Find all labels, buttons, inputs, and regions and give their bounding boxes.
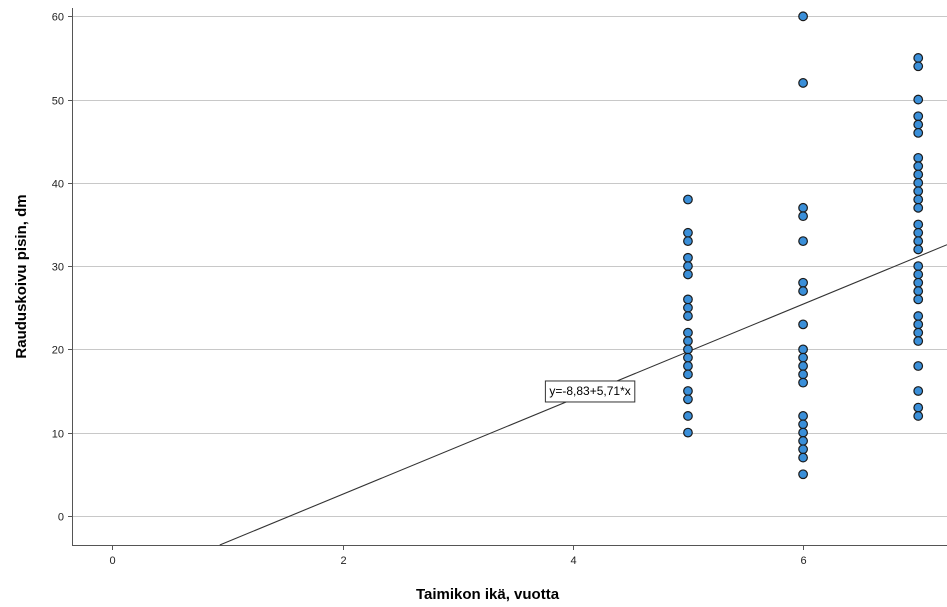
data-point	[913, 227, 924, 238]
data-point	[683, 361, 693, 371]
data-point	[798, 369, 808, 380]
data-point	[913, 177, 924, 188]
data-point	[798, 427, 808, 438]
data-point	[913, 294, 924, 305]
y-tick-label: 0	[58, 512, 64, 524]
data-point	[913, 361, 924, 371]
equation-label-group: y=-8,83+5,71*x	[544, 380, 636, 403]
data-point	[798, 411, 808, 421]
data-point	[683, 269, 693, 280]
data-point	[913, 111, 924, 122]
data-point	[683, 411, 693, 421]
data-point	[798, 377, 808, 388]
data-point	[913, 94, 924, 105]
data-point	[913, 244, 924, 255]
data-point	[798, 419, 808, 430]
data-point	[683, 194, 693, 205]
data-point	[913, 186, 924, 197]
data-point	[798, 236, 808, 247]
equation-label: y=-8,83+5,71*x	[549, 384, 630, 398]
data-point	[913, 169, 924, 180]
x-tick-labels: 0 2 4 6	[109, 555, 806, 567]
data-point	[798, 286, 808, 296]
data-point	[683, 427, 693, 438]
data-point	[913, 127, 924, 138]
equation-box	[544, 380, 636, 403]
data-point	[683, 336, 693, 346]
data-point	[913, 152, 924, 163]
axes	[68, 8, 947, 550]
data-point	[798, 202, 808, 213]
data-point	[913, 269, 924, 280]
data-point	[798, 319, 808, 330]
data-point	[798, 361, 808, 371]
data-point	[798, 452, 808, 463]
data-point	[913, 411, 924, 421]
y-tick-label: 30	[52, 262, 64, 274]
data-point	[913, 319, 924, 330]
y-tick-label: 60	[52, 12, 64, 24]
data-point	[798, 11, 808, 22]
data-point	[683, 311, 693, 321]
data-point	[798, 352, 808, 363]
data-point	[913, 161, 924, 172]
x-axis-title: Taimikon ikä, vuotta	[416, 586, 560, 603]
y-tick-labels: 0 10 20 30 40 50 60	[52, 12, 64, 524]
data-point	[798, 436, 808, 446]
data-point	[798, 344, 808, 355]
data-point	[683, 294, 693, 305]
data-point	[798, 469, 808, 480]
data-point	[913, 286, 924, 296]
data-point	[913, 61, 924, 72]
x-tick-label: 0	[109, 555, 115, 567]
y-tick-label: 20	[52, 345, 64, 357]
data-point	[913, 119, 924, 130]
data-point	[913, 336, 924, 346]
data-point	[798, 277, 808, 288]
data-point	[683, 352, 693, 363]
y-tick-label: 10	[52, 429, 64, 441]
data-point	[683, 261, 693, 271]
data-point	[913, 202, 924, 213]
x-tick-label: 6	[800, 555, 806, 567]
data-point	[683, 327, 693, 338]
data-point	[913, 261, 924, 271]
y-tick-label: 50	[52, 96, 64, 108]
grid-lines	[72, 16, 947, 517]
data-point	[683, 386, 693, 396]
data-point	[683, 369, 693, 380]
data-point	[913, 386, 924, 396]
x-tick-label: 4	[570, 555, 576, 567]
data-point	[798, 211, 808, 222]
data-point	[683, 227, 693, 238]
data-point	[913, 219, 924, 230]
data-points	[683, 11, 924, 480]
y-axis-title: Rauduskoivu pisin, dm	[13, 194, 30, 358]
data-point	[683, 236, 693, 247]
data-point	[798, 78, 808, 88]
data-point	[798, 444, 808, 455]
data-point	[913, 236, 924, 247]
y-tick-label: 40	[52, 179, 64, 191]
data-point	[683, 302, 693, 313]
data-point	[683, 344, 693, 355]
data-point	[913, 311, 924, 321]
data-point	[683, 394, 693, 405]
data-point	[913, 194, 924, 205]
data-point	[913, 277, 924, 288]
x-tick-label: 2	[340, 555, 346, 567]
data-point	[913, 327, 924, 338]
data-point	[913, 402, 924, 413]
data-point	[913, 53, 924, 63]
data-point	[683, 252, 693, 263]
